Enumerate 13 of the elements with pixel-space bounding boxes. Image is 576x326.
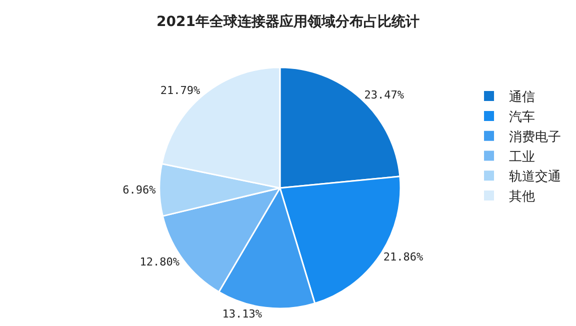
data-label: 13.13% — [222, 308, 262, 321]
data-label: 6.96% — [122, 183, 156, 196]
data-label: 23.47% — [364, 88, 404, 102]
legend-label: 通信 — [509, 90, 536, 106]
legend-label: 工业 — [509, 150, 536, 165]
legend-label: 消费电子 — [509, 130, 562, 145]
legend-label: 汽车 — [509, 110, 536, 126]
chart-title: 2021年全球连接器应用领域分布占比统计 — [156, 13, 420, 30]
data-label: 12.80% — [140, 256, 180, 269]
legend-label: 轨道交通 — [509, 168, 562, 185]
data-label: 21.86% — [383, 250, 424, 264]
data-label: 21.79% — [160, 84, 200, 98]
legend-label: 其他 — [509, 190, 536, 205]
